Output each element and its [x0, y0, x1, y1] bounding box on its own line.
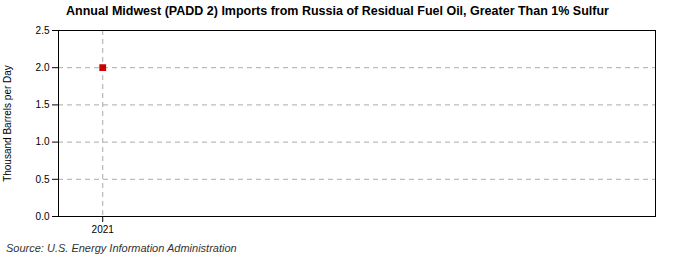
svg-text:2.5: 2.5 [36, 25, 50, 36]
svg-text:2.0: 2.0 [36, 62, 50, 73]
svg-text:2021: 2021 [92, 224, 115, 235]
svg-text:Thousand Barrels per Day: Thousand Barrels per Day [2, 65, 13, 182]
svg-text:0.5: 0.5 [36, 174, 50, 185]
svg-text:0.0: 0.0 [36, 211, 50, 222]
html-text:Source: U.S. Energy Informatio: Source: U.S. Energy Information Administ… [6, 242, 237, 254]
svg-text:1.0: 1.0 [36, 136, 50, 147]
html-text:Annual Midwest (PADD 2) Import: Annual Midwest (PADD 2) Imports from Rus… [66, 4, 609, 18]
svg-text:1.5: 1.5 [36, 99, 50, 110]
